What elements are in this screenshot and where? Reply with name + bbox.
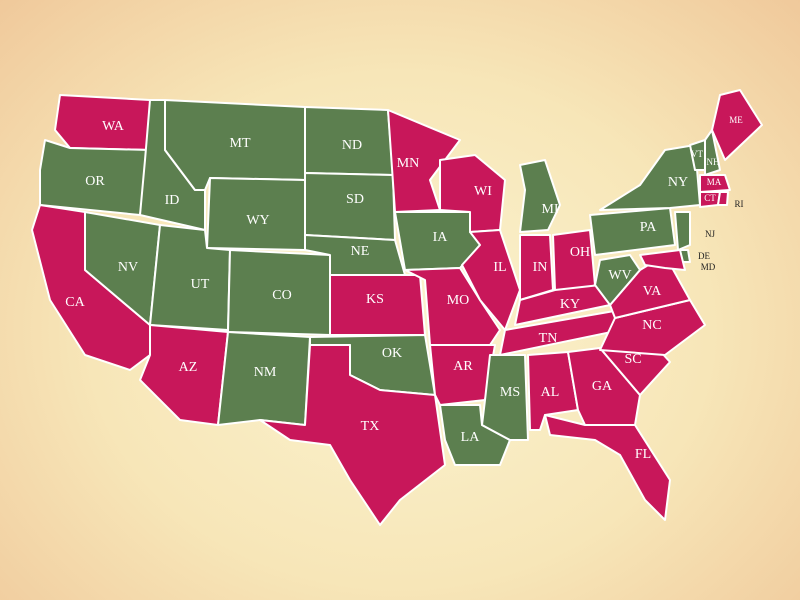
state-shape — [259, 344, 446, 526]
state-shape — [589, 207, 676, 256]
state-label: NY — [668, 175, 688, 190]
state-shape — [594, 254, 641, 306]
state-shape — [699, 174, 731, 193]
state-label: SD — [346, 192, 364, 207]
state-shape — [519, 159, 561, 233]
state-shape — [544, 414, 671, 521]
state-label: MS — [500, 385, 520, 400]
state-label: MI — [541, 202, 558, 217]
state-label: VT — [691, 149, 703, 159]
state-label: IA — [433, 230, 449, 245]
state-label: KY — [560, 297, 580, 312]
state-label: UT — [191, 277, 210, 292]
state-label: SC — [624, 352, 641, 367]
state-label: LA — [461, 430, 481, 445]
state-label: NV — [118, 260, 138, 275]
state-label: TX — [361, 419, 380, 434]
state-shape — [639, 249, 686, 271]
state-label: ME — [729, 115, 743, 125]
state-label: KS — [366, 292, 384, 307]
state-shape — [404, 267, 501, 346]
state-label: NM — [254, 365, 277, 380]
state-shape — [481, 354, 529, 441]
state-label: MD — [701, 262, 716, 272]
state-shape — [711, 89, 763, 161]
state-label: NH — [707, 157, 720, 167]
state-label: MA — [707, 177, 722, 187]
state-label: AR — [453, 359, 473, 374]
state-label: OK — [382, 346, 402, 361]
state-label: IL — [493, 260, 506, 275]
state-label: RI — [735, 199, 744, 209]
state-label: FL — [635, 447, 651, 462]
state-label: MT — [230, 136, 251, 151]
state-label: MO — [447, 293, 470, 308]
state-label: CT — [704, 193, 716, 203]
state-label: CA — [65, 295, 85, 310]
state-label: VA — [643, 284, 662, 299]
state-label: GA — [592, 379, 613, 394]
state-shape — [387, 109, 461, 213]
state-label: MN — [397, 156, 420, 171]
state-shape — [439, 404, 511, 466]
state-label: NJ — [705, 229, 715, 239]
state-shape — [429, 344, 496, 406]
state-label: NC — [642, 318, 661, 333]
state-label: AZ — [179, 360, 198, 375]
state-label: WI — [474, 184, 492, 199]
state-label: CO — [272, 288, 291, 303]
state-label: OH — [570, 245, 590, 260]
state-shape — [704, 129, 721, 176]
state-label: AL — [541, 385, 560, 400]
state-label: PA — [640, 220, 658, 235]
state-label: WV — [608, 268, 631, 283]
state-label: WA — [102, 119, 125, 134]
state-shape — [674, 211, 691, 251]
state-label: TN — [539, 331, 558, 346]
state-shape — [461, 229, 521, 331]
state-shape — [717, 191, 729, 206]
state-label: IN — [533, 260, 548, 275]
state-label: ND — [342, 138, 362, 153]
state-label: OR — [85, 174, 105, 189]
state-label: ID — [165, 193, 180, 208]
state-label: NE — [351, 244, 370, 259]
state-label: DE — [698, 251, 710, 261]
state-label: WY — [246, 213, 269, 228]
